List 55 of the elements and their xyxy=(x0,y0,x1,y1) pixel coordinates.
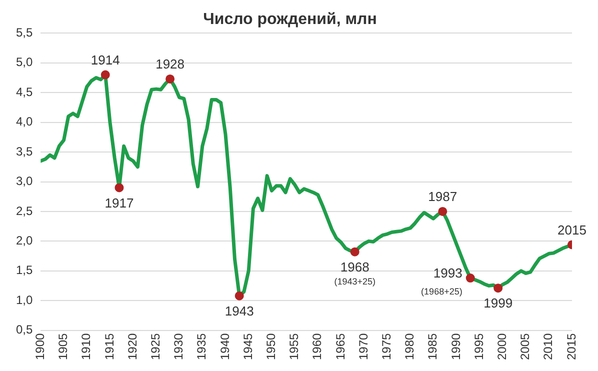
point xyxy=(466,274,475,283)
x-tick-label: 1970 xyxy=(356,332,370,360)
x-tick-label: 1935 xyxy=(194,332,209,360)
y-tick-label: 5,0 xyxy=(16,55,33,70)
y-tick-label: 4,0 xyxy=(16,114,33,129)
annotation: 1999 xyxy=(484,296,513,311)
x-tick-label: 1915 xyxy=(102,332,116,360)
annotation: 1917 xyxy=(104,195,134,210)
annotation: 1943 xyxy=(224,303,254,318)
y-tick-label: 3,5 xyxy=(16,144,33,158)
annotation: 1968 xyxy=(340,259,370,274)
annotation: 1987 xyxy=(428,189,458,204)
y-tick-label: 4,5 xyxy=(16,84,33,99)
x-tick-label: 1900 xyxy=(32,332,47,360)
x-tick-label: 1905 xyxy=(56,332,70,360)
x-tick-label: 1940 xyxy=(218,332,232,360)
annotation: 1928 xyxy=(156,56,185,72)
point xyxy=(438,206,448,216)
annotation: (1943+25) xyxy=(334,276,376,286)
x-tick-label: 1975 xyxy=(380,332,394,360)
y-tick-label: 3,0 xyxy=(16,174,33,188)
point xyxy=(234,291,244,300)
x-tick-label: 1925 xyxy=(148,332,162,360)
x-tick-label: 2010 xyxy=(541,332,556,360)
point xyxy=(114,183,124,192)
point xyxy=(166,74,175,84)
point xyxy=(350,247,360,256)
x-tick-label: 2005 xyxy=(518,332,532,360)
x-tick-label: 1990 xyxy=(448,332,463,360)
x-tick-label: 1920 xyxy=(125,332,140,360)
y-tick-label: 1,5 xyxy=(16,263,33,278)
y-tick-label: 5,5 xyxy=(16,26,33,40)
y-tick-label: 2,5 xyxy=(16,204,33,218)
x-tick-label: 1985 xyxy=(426,332,440,360)
point xyxy=(100,70,110,80)
y-tick-label: 0,5 xyxy=(16,322,33,337)
chart-title: Число рождений, млн xyxy=(203,11,377,28)
x-tick-label: 1955 xyxy=(287,332,302,360)
x-tick-label: 2000 xyxy=(495,332,510,360)
x-tick-label: 1960 xyxy=(310,332,324,360)
x-tick-label: 2015 xyxy=(564,332,578,360)
x-tick-label: 1980 xyxy=(402,332,417,360)
x-tick-label: 1965 xyxy=(333,332,348,360)
annotation: 1993 xyxy=(433,266,462,281)
y-tick-label: 2,0 xyxy=(16,233,33,248)
x-tick-label: 1945 xyxy=(240,332,255,360)
annotation: 1914 xyxy=(90,52,120,68)
y-tick-label: 1,0 xyxy=(16,292,33,307)
x-tick-label: 1950 xyxy=(264,332,278,360)
annotation: 2015 xyxy=(558,222,586,238)
x-tick-label: 1995 xyxy=(472,332,486,360)
point xyxy=(494,284,503,293)
annotation: (1968+25) xyxy=(421,286,462,296)
x-tick-label: 1930 xyxy=(172,332,186,360)
x-tick-label: 1910 xyxy=(79,332,94,360)
